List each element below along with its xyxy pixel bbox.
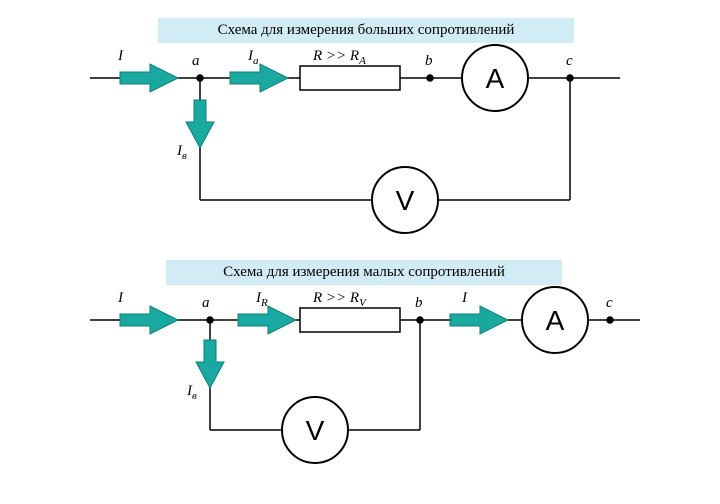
voltmeter-label-1: V <box>396 185 415 216</box>
label-R-2: R >> RV <box>313 290 366 309</box>
label-Ia-1: Iа <box>248 48 259 67</box>
arrow-Iv-1 <box>186 100 214 148</box>
arrow-IR-2 <box>238 306 296 334</box>
arrow-I-after-2 <box>450 306 508 334</box>
node-a-1: a <box>192 53 200 70</box>
label-I-1: I <box>118 48 123 65</box>
node-c-2: c <box>606 295 613 312</box>
arrow-I-main-1 <box>120 64 178 92</box>
voltmeter-label-2: V <box>306 415 325 446</box>
label-I-2b: I <box>462 290 467 307</box>
diagram-canvas: Схема для измерения больших сопротивлени… <box>0 0 720 504</box>
ammeter-label-2: A <box>546 305 565 336</box>
arrow-Ia-1 <box>230 64 288 92</box>
label-IR-2: IR <box>256 290 268 309</box>
arrow-Iv-2 <box>196 340 224 388</box>
arrow-I-main-2 <box>120 306 178 334</box>
node-a-2: a <box>202 295 210 312</box>
circuit-svg: A V A V <box>0 0 720 504</box>
label-R-1: R >> RA <box>313 48 366 67</box>
label-Iv-2: Iв <box>187 383 197 402</box>
node-b-2: b <box>415 295 423 312</box>
node-c-1: c <box>566 53 573 70</box>
node-b-1: b <box>425 53 433 70</box>
ammeter-label-1: A <box>486 63 505 94</box>
label-I-2a: I <box>118 290 123 307</box>
label-Iv-1: Iв <box>177 143 187 162</box>
